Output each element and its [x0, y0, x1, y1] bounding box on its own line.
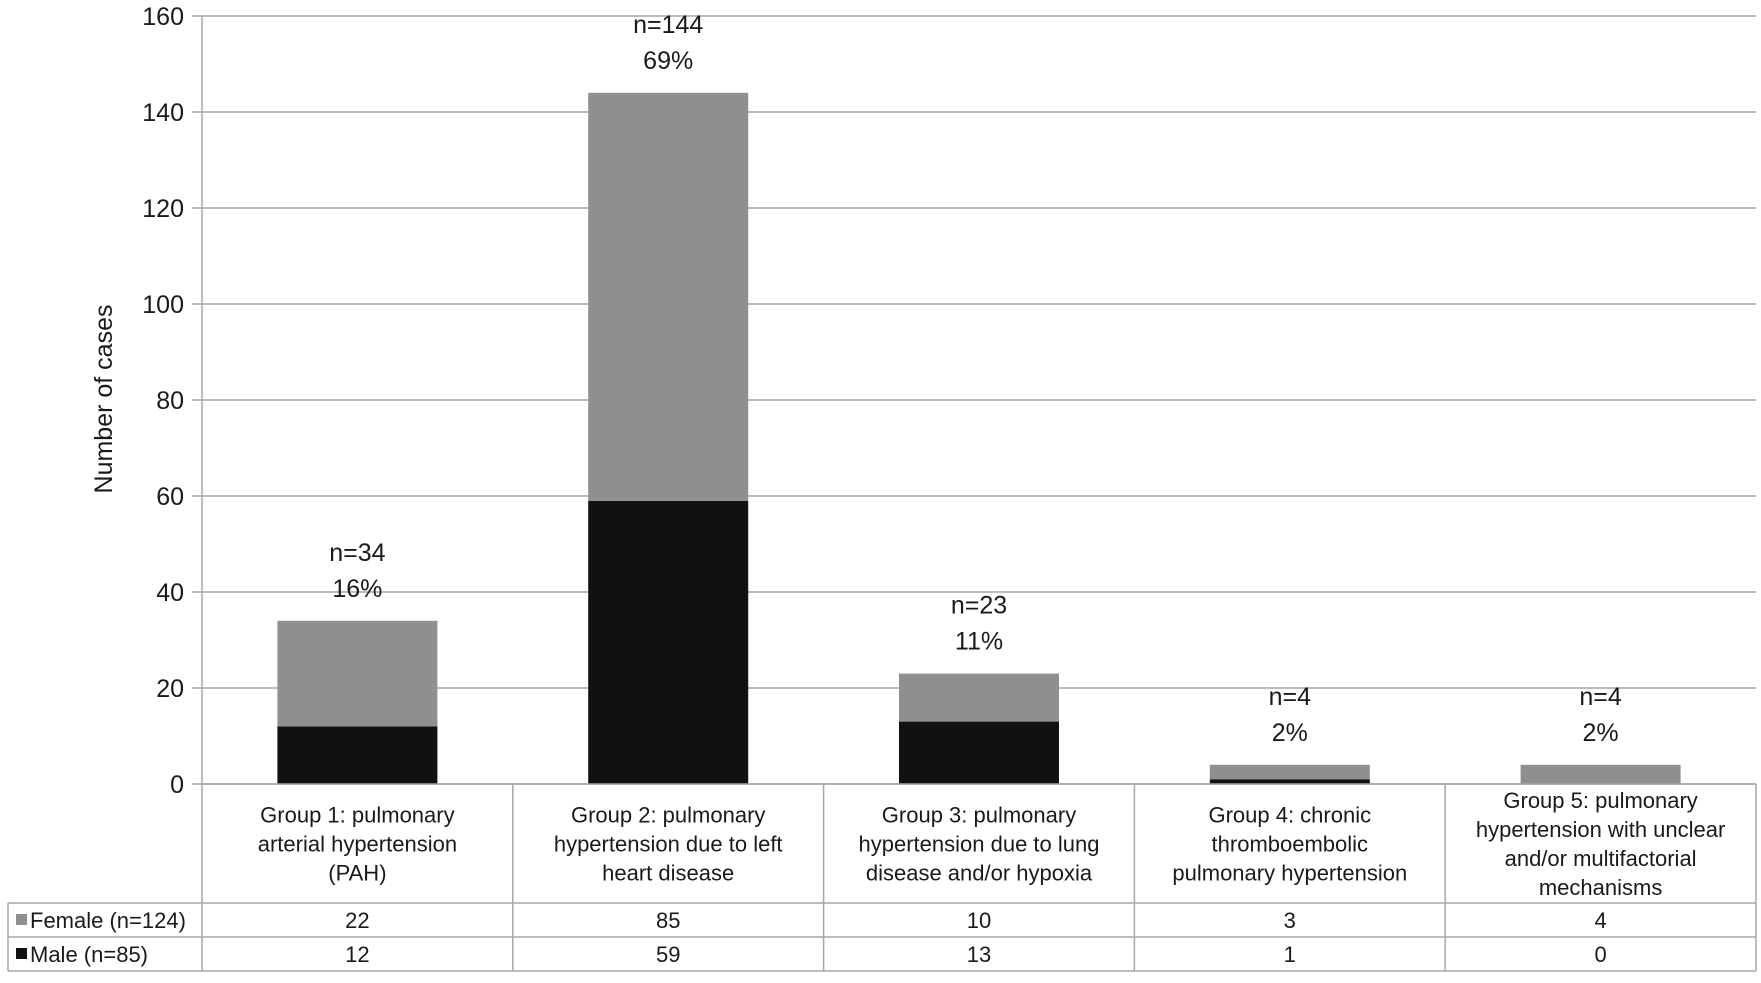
- table-value: 10: [967, 908, 991, 933]
- data-table: Group 1: pulmonary arterial hypertension (…: [7, 783, 1757, 972]
- bar-segment: [899, 673, 1059, 722]
- y-tick-label: 160: [142, 3, 184, 31]
- bar-total-percent-label: 16%: [332, 575, 382, 603]
- y-tick-label: 0: [170, 771, 184, 799]
- bar-segment: [1520, 764, 1681, 784]
- y-tick-label: 100: [142, 291, 184, 319]
- table-value: 59: [656, 942, 680, 967]
- category-label: pulmonary hypertension: [1172, 861, 1407, 886]
- bar-segment: [588, 92, 749, 501]
- bar-total-percent-label: 2%: [1272, 719, 1308, 747]
- y-tick-label: 40: [156, 579, 184, 607]
- bar-total-n-label: n=4: [1579, 683, 1622, 711]
- y-tick-label: 80: [156, 387, 184, 415]
- bar-total-percent-label: 2%: [1583, 719, 1619, 747]
- category-label: and/or multifactorial: [1505, 846, 1697, 871]
- table-value: 0: [1594, 942, 1606, 967]
- category-label: hypertension due to lung: [859, 832, 1100, 857]
- table-value: 22: [345, 908, 369, 933]
- bar-segment: [899, 721, 1059, 784]
- category-label: Group 5: pulmonary: [1503, 788, 1697, 813]
- bar-total-n-label: n=23: [951, 592, 1007, 620]
- category-label: arterial hypertension: [258, 832, 457, 857]
- category-label: mechanisms: [1539, 875, 1662, 900]
- y-tick-label: 60: [156, 483, 184, 511]
- bar-total-n-label: n=4: [1269, 683, 1312, 711]
- bar-segment: [277, 726, 438, 784]
- category-label: disease and/or hypoxia: [866, 861, 1093, 886]
- category-label: heart disease: [602, 861, 734, 886]
- table-value: 12: [345, 942, 369, 967]
- category-label: hypertension due to left: [554, 832, 783, 857]
- bar-segment: [588, 500, 749, 784]
- y-tick-label: 140: [142, 99, 184, 127]
- bar-total-percent-label: 69%: [643, 47, 693, 75]
- table-value: 13: [967, 942, 991, 967]
- bar-segment: [1209, 779, 1370, 784]
- category-label: Group 2: pulmonary: [571, 803, 765, 828]
- table-value: 85: [656, 908, 680, 933]
- legend-swatch: [16, 948, 27, 959]
- bar-segment: [1209, 764, 1370, 780]
- legend-series-label: Female (n=124): [30, 908, 186, 933]
- legend-series-label: Male (n=85): [30, 942, 148, 967]
- category-label: (PAH): [328, 861, 386, 886]
- table-value: 1: [1284, 942, 1296, 967]
- grid-layer: 0 20 40 60 80 100 120 140 160: [142, 3, 1756, 799]
- category-label: Group 1: pulmonary: [260, 803, 454, 828]
- table-value: 3: [1284, 908, 1296, 933]
- category-label: Group 4: chronic: [1208, 803, 1371, 828]
- category-label: hypertension with unclear: [1476, 817, 1725, 842]
- bar-layer: [277, 92, 1681, 784]
- y-axis-title: Number of cases: [90, 305, 118, 494]
- y-tick-label: 20: [156, 675, 184, 703]
- category-label: thromboembolic: [1212, 832, 1369, 857]
- bar-total-n-label: n=34: [329, 539, 385, 567]
- bar-total-percent-label: 11%: [955, 628, 1003, 656]
- label-layer: n=34 16% n=144 69% n=23 11% n=4 2% n=4 2%: [329, 11, 1622, 747]
- legend-swatch: [16, 914, 27, 925]
- table-value: 4: [1594, 908, 1606, 933]
- bar-total-n-label: n=144: [633, 11, 703, 39]
- y-tick-label: 120: [142, 195, 184, 223]
- category-label: Group 3: pulmonary: [882, 803, 1076, 828]
- bar-segment: [277, 620, 438, 727]
